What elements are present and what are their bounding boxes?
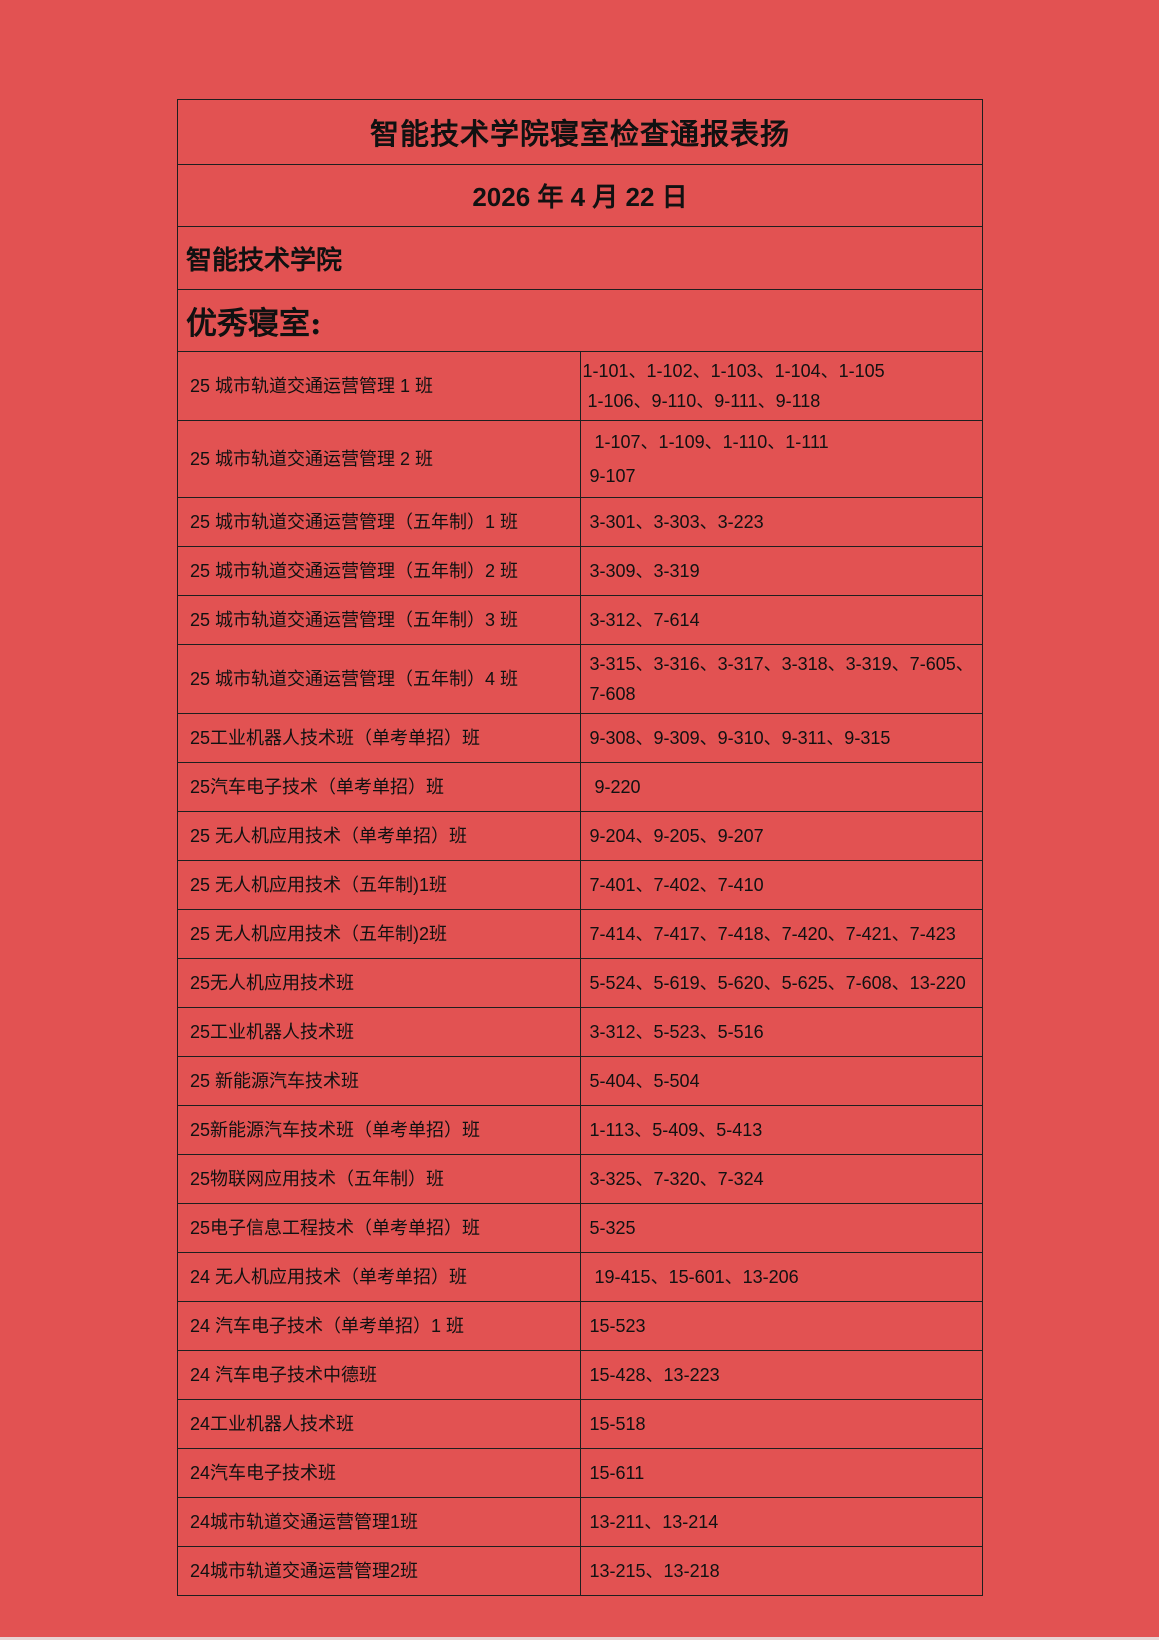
rooms-cell: 7-414、7-417、7-418、7-420、7-421、7-423 [579, 909, 983, 959]
table-row: 24 汽车电子技术中德班 15-428、13-223 [177, 1350, 983, 1400]
rooms-cell: 5-325 [579, 1203, 983, 1253]
class-name-cell: 25工业机器人技术班 [177, 1007, 581, 1057]
page-bottom-edge [0, 1637, 1159, 1640]
rooms-cell: 3-309、3-319 [579, 546, 983, 596]
section-label: 优秀寝室: [177, 289, 983, 352]
rooms-cell: 1-107、1-109、1-110、1-111 9-107 [579, 420, 983, 498]
rooms-cell: 3-315、3-316、3-317、3-318、3-319、7-605、7-60… [579, 644, 983, 714]
table-row-title: 智能技术学院寝室检查通报表扬 [177, 99, 983, 165]
class-name-cell: 24城市轨道交通运营管理2班 [177, 1546, 581, 1596]
class-name-cell: 25 新能源汽车技术班 [177, 1056, 581, 1106]
class-name-cell: 25新能源汽车技术班（单考单招）班 [177, 1105, 581, 1155]
date-label: 2026 年 4 月 22 日 [177, 164, 983, 227]
table-row: 24 汽车电子技术（单考单招）1 班 15-523 [177, 1301, 983, 1351]
class-name-cell: 25 城市轨道交通运营管理（五年制）3 班 [177, 595, 581, 645]
class-name-cell: 25物联网应用技术（五年制）班 [177, 1154, 581, 1204]
table-row-section: 优秀寝室: [177, 289, 983, 352]
rooms-cell: 3-312、5-523、5-516 [579, 1007, 983, 1057]
table-row-date: 2026 年 4 月 22 日 [177, 164, 983, 227]
class-name-cell: 25无人机应用技术班 [177, 958, 581, 1008]
class-name-cell: 25 城市轨道交通运营管理（五年制）1 班 [177, 497, 581, 547]
table-row: 25 城市轨道交通运营管理（五年制）4 班 3-315、3-316、3-317、… [177, 644, 983, 714]
table-row: 25 城市轨道交通运营管理 2 班 1-107、1-109、1-110、1-11… [177, 420, 983, 498]
rooms-cell: 9-220 [579, 762, 983, 812]
table-row: 24工业机器人技术班 15-518 [177, 1399, 983, 1449]
table-row: 25汽车电子技术（单考单招）班 9-220 [177, 762, 983, 812]
class-name-cell: 25 无人机应用技术（五年制)2班 [177, 909, 581, 959]
table-row: 25 城市轨道交通运营管理（五年制）3 班 3-312、7-614 [177, 595, 983, 645]
commendation-table: 智能技术学院寝室检查通报表扬 2026 年 4 月 22 日 智能技术学院 优秀… [177, 99, 983, 1596]
table-row: 25 城市轨道交通运营管理 1 班 1-101、1-102、1-103、1-10… [177, 351, 983, 421]
table-row: 25 新能源汽车技术班 5-404、5-504 [177, 1056, 983, 1106]
table-row: 25 城市轨道交通运营管理（五年制）1 班 3-301、3-303、3-223 [177, 497, 983, 547]
rooms-cell: 15-611 [579, 1448, 983, 1498]
class-name-cell: 25 无人机应用技术（单考单招）班 [177, 811, 581, 861]
rooms-cell: 5-404、5-504 [579, 1056, 983, 1106]
class-name-cell: 24城市轨道交通运营管理1班 [177, 1497, 581, 1547]
college-name: 智能技术学院 [177, 226, 983, 290]
table-row: 24城市轨道交通运营管理2班 13-215、13-218 [177, 1546, 983, 1596]
table-row: 24城市轨道交通运营管理1班 13-211、13-214 [177, 1497, 983, 1547]
table-row: 25工业机器人技术班 3-312、5-523、5-516 [177, 1007, 983, 1057]
class-name-cell: 24 汽车电子技术中德班 [177, 1350, 581, 1400]
table-row: 25电子信息工程技术（单考单招）班 5-325 [177, 1203, 983, 1253]
class-name-cell: 25 城市轨道交通运营管理（五年制）2 班 [177, 546, 581, 596]
table-row: 25 无人机应用技术（单考单招）班 9-204、9-205、9-207 [177, 811, 983, 861]
rooms-cell: 1-113、5-409、5-413 [579, 1105, 983, 1155]
table-row-college: 智能技术学院 [177, 226, 983, 290]
table-row: 24汽车电子技术班 15-611 [177, 1448, 983, 1498]
table-row: 25新能源汽车技术班（单考单招）班 1-113、5-409、5-413 [177, 1105, 983, 1155]
table-row: 25工业机器人技术班（单考单招）班 9-308、9-309、9-310、9-31… [177, 713, 983, 763]
rooms-cell: 15-523 [579, 1301, 983, 1351]
rooms-cell: 15-428、13-223 [579, 1350, 983, 1400]
class-name-cell: 24工业机器人技术班 [177, 1399, 581, 1449]
rooms-cell: 9-308、9-309、9-310、9-311、9-315 [579, 713, 983, 763]
class-name-cell: 25 城市轨道交通运营管理 2 班 [177, 420, 581, 498]
class-name-cell: 24 无人机应用技术（单考单招）班 [177, 1252, 581, 1302]
rooms-cell: 7-401、7-402、7-410 [579, 860, 983, 910]
class-name-cell: 25 城市轨道交通运营管理（五年制）4 班 [177, 644, 581, 714]
table-row: 25 无人机应用技术（五年制)2班 7-414、7-417、7-418、7-42… [177, 909, 983, 959]
table-row: 25无人机应用技术班 5-524、5-619、5-620、5-625、7-608… [177, 958, 983, 1008]
rooms-cell: 3-325、7-320、7-324 [579, 1154, 983, 1204]
rooms-cell: 19-415、15-601、13-206 [579, 1252, 983, 1302]
class-name-cell: 25 无人机应用技术（五年制)1班 [177, 860, 581, 910]
rooms-cell: 13-211、13-214 [579, 1497, 983, 1547]
table-row: 24 无人机应用技术（单考单招）班 19-415、15-601、13-206 [177, 1252, 983, 1302]
rooms-cell: 3-301、3-303、3-223 [579, 497, 983, 547]
class-name-cell: 25电子信息工程技术（单考单招）班 [177, 1203, 581, 1253]
class-name-cell: 25汽车电子技术（单考单招）班 [177, 762, 581, 812]
rooms-cell: 15-518 [579, 1399, 983, 1449]
class-name-cell: 24 汽车电子技术（单考单招）1 班 [177, 1301, 581, 1351]
rooms-cell: 13-215、13-218 [579, 1546, 983, 1596]
rooms-cell: 3-312、7-614 [579, 595, 983, 645]
class-name-cell: 25工业机器人技术班（单考单招）班 [177, 713, 581, 763]
rooms-cell: 1-101、1-102、1-103、1-104、1-105 1-106、9-11… [579, 351, 983, 421]
page-title: 智能技术学院寝室检查通报表扬 [177, 99, 983, 165]
table-row: 25物联网应用技术（五年制）班 3-325、7-320、7-324 [177, 1154, 983, 1204]
rooms-cell: 5-524、5-619、5-620、5-625、7-608、13-220 [579, 958, 983, 1008]
table-row: 25 无人机应用技术（五年制)1班 7-401、7-402、7-410 [177, 860, 983, 910]
table-row: 25 城市轨道交通运营管理（五年制）2 班 3-309、3-319 [177, 546, 983, 596]
rooms-cell: 9-204、9-205、9-207 [579, 811, 983, 861]
class-name-cell: 24汽车电子技术班 [177, 1448, 581, 1498]
class-name-cell: 25 城市轨道交通运营管理 1 班 [177, 351, 581, 421]
